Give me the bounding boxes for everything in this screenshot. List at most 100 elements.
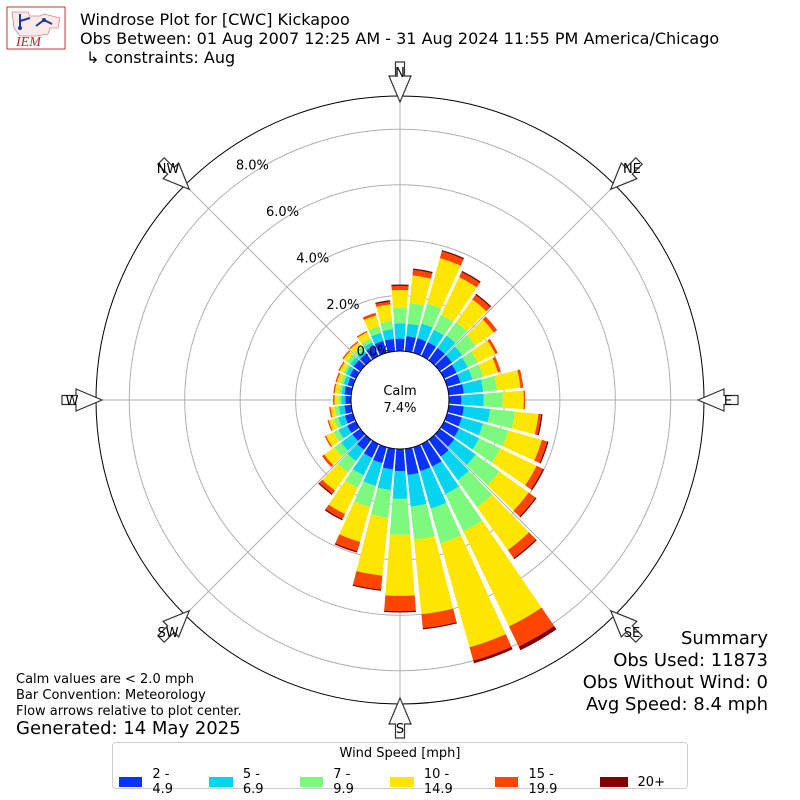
windrose-bar-segment: [421, 342, 437, 360]
windrose-bar-segment: [407, 302, 425, 326]
windrose-bar-segment: [519, 497, 537, 518]
windrose-bar-segment: [334, 543, 358, 553]
legend-swatch: [390, 777, 414, 787]
windrose-bar-segment: [481, 375, 498, 392]
direction-label-nw: NW: [157, 162, 180, 177]
legend-item: 7 - 9.9: [299, 767, 368, 797]
windrose-bar-segment: [384, 610, 416, 613]
windrose-bar-segment: [511, 411, 539, 435]
windrose-bar-segment: [451, 357, 468, 373]
direction-label-ne: NE: [623, 162, 641, 177]
windrose-bar-segment: [435, 428, 455, 447]
windrose-bar-segment: [375, 300, 391, 305]
windrose-bar-segment: [428, 435, 449, 457]
chart-title: Windrose Plot for [CWC] Kickapoo: [80, 10, 350, 29]
windrose-bar-segment: [440, 364, 457, 379]
windrose-bar-segment: [444, 413, 462, 427]
windrose-bar-segment: [478, 423, 509, 447]
summary-obs-without-wind: Obs Without Wind: 0: [582, 672, 768, 693]
windrose-bar-segment: [341, 395, 346, 405]
legend-item: 20+: [599, 767, 665, 797]
windrose-bar-segment: [345, 366, 354, 376]
windrose-bar-segment: [333, 429, 344, 442]
windrose-bar-segment: [440, 449, 470, 481]
windrose-bar-segment: [337, 453, 357, 473]
windrose-bar-segment: [329, 406, 333, 418]
windrose-bar-segment: [473, 646, 513, 664]
summary-avg-speed: Avg Speed: 8.4 mph: [586, 694, 768, 715]
legend-swatch: [494, 777, 519, 787]
generated-date: Generated: 14 May 2025: [16, 718, 241, 739]
legend-item: 2 - 4.9: [119, 767, 187, 797]
legend-label: 7 - 9.9: [333, 767, 354, 797]
windrose-bar-segment: [448, 395, 462, 405]
legend-items: 2 - 4.9 5 - 6.9 7 - 9.9 10 - 14.9 15 - 19.9 2…: [119, 767, 687, 797]
legend-swatch: [209, 777, 233, 787]
windrose-bar-segment: [332, 394, 335, 406]
grid-spoke: [434, 434, 616, 616]
bar-convention-note: Bar Convention: Meteorology: [16, 688, 206, 703]
title-block: Windrose Plot for [CWC] Kickapoo Obs Bet…: [80, 10, 719, 67]
windrose-bar-segment: [352, 453, 373, 476]
windrose-bar-segment: [445, 486, 483, 532]
windrose-bar-segment: [338, 395, 342, 405]
obs-range: Obs Between: 01 Aug 2007 12:25 AM - 31 A…: [80, 29, 720, 48]
windrose-bar-segment: [413, 338, 427, 356]
windrose-bar-segment: [440, 421, 460, 437]
windrose-bar-segment: [413, 536, 454, 615]
flow-arrows-note: Flow arrows relative to plot center.: [16, 704, 242, 719]
windrose-bar-segment: [439, 251, 464, 266]
windrose-bar-segment: [407, 472, 427, 507]
windrose-bar-segment: [356, 330, 368, 338]
windrose-bar-segment: [534, 413, 542, 436]
windrose-bar-segment: [342, 350, 351, 360]
radial-tick-label: 4.0%: [296, 252, 329, 267]
windrose-bar-segment: [391, 290, 409, 309]
windrose-bar-segment: [421, 303, 442, 328]
windrose-bar-segment: [345, 395, 352, 405]
windrose-bar-segment: [508, 607, 555, 647]
windrose-bar-segment: [472, 294, 491, 312]
windrose-bar-segment: [336, 372, 344, 384]
windrose-bar-segment: [344, 404, 353, 414]
direction-label-sw: SW: [158, 626, 179, 641]
legend-swatch: [299, 777, 324, 787]
direction-labels: N NE E SE S SW W NW: [66, 66, 733, 737]
windrose-bar-segment: [393, 308, 407, 324]
windrose-bar-segment: [459, 272, 480, 288]
windrose-bar-segment: [343, 351, 354, 362]
radial-tick-label: 8.0%: [236, 159, 269, 174]
windrose-bar-segment: [319, 479, 336, 494]
windrose-bar-segment: [446, 321, 468, 344]
windrose-bar-segment: [345, 469, 364, 488]
windrose-bar-segment: [494, 370, 521, 391]
windrose-bar-segment: [507, 532, 536, 558]
windrose-bar-segment: [410, 503, 435, 540]
windrose-bar-segment: [357, 350, 367, 359]
windrose-bar-segment: [428, 347, 445, 365]
windrose-bar-segment: [447, 404, 464, 416]
radial-tick-label: 2.0%: [326, 298, 359, 313]
windrose-bar-segment: [338, 425, 352, 439]
windrose-bar-segment: [412, 268, 433, 274]
windrose-bar-segment: [339, 501, 370, 542]
windrose-bar-segment: [340, 374, 347, 385]
windrose-bar-segment: [385, 534, 415, 596]
windrose-bar-segment: [327, 420, 333, 431]
windrose-bar-segment: [334, 417, 342, 429]
legend-label: 10 - 14.9: [423, 767, 453, 797]
windrose-bar-segment: [384, 338, 396, 353]
notes-block: Calm values are < 2.0 mph Bar Convention…: [16, 672, 242, 720]
windrose-bar-segment: [437, 335, 456, 355]
legend-label: 2 - 4.9: [152, 767, 174, 797]
windrose-bar-segment: [341, 385, 346, 395]
windrose-bar-segment: [354, 346, 365, 357]
windrose-bar-segment: [375, 301, 391, 307]
windrose-bar-segment: [363, 315, 380, 331]
windrose-bar-segment: [404, 336, 416, 353]
summary-block: Summary Obs Used: 11873 Obs Without Wind…: [583, 628, 768, 716]
windrose-bar-segment: [523, 390, 526, 410]
windrose-bar-segment: [492, 357, 501, 373]
calm-circle: [350, 350, 450, 450]
